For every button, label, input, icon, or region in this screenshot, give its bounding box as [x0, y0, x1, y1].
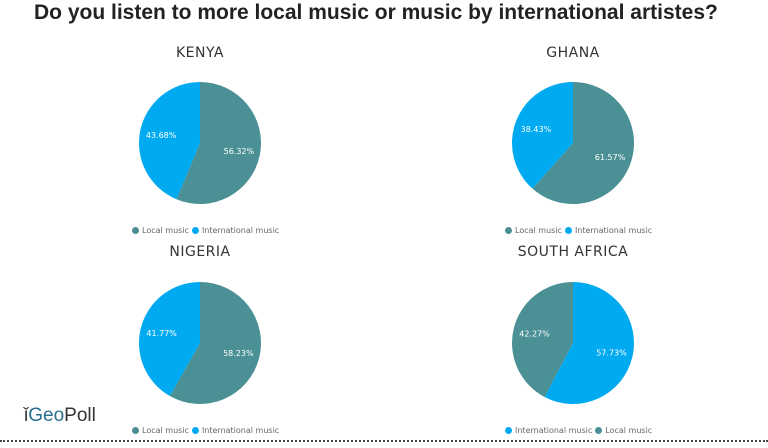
- pie-slice[interactable]: [138, 282, 200, 397]
- page-title: Do you listen to more local music or mus…: [34, 1, 718, 24]
- dotted-divider: [0, 440, 768, 442]
- legend-label: International music: [201, 226, 280, 235]
- pie-slice[interactable]: [511, 82, 573, 189]
- legend: Local music International music: [132, 426, 279, 435]
- pie-slice[interactable]: [169, 282, 261, 404]
- chart-title: KENYA: [175, 45, 225, 61]
- geopoll-logo: ǐGeoPoll: [24, 405, 96, 426]
- pie-slice[interactable]: [544, 282, 634, 405]
- data-label: 56.32%: [224, 147, 255, 156]
- legend: Local music International music: [132, 226, 279, 235]
- logo-antenna-icon: ǐ: [24, 405, 29, 426]
- legend-marker: [564, 227, 572, 234]
- data-label: 57.73%: [596, 349, 627, 358]
- legend-label: Local music: [142, 226, 189, 235]
- legend-marker: [191, 227, 199, 234]
- legend-marker: [191, 427, 199, 434]
- data-label: 42.27%: [519, 329, 550, 338]
- pie-slice[interactable]: [512, 282, 573, 397]
- chart-title: SOUTH AFRICA: [517, 244, 629, 260]
- legend-marker: [505, 227, 512, 234]
- legend-label: Local music: [515, 226, 562, 235]
- legend: International music Local music: [505, 426, 652, 435]
- legend-label: International music: [574, 226, 653, 235]
- legend-marker: [132, 427, 139, 434]
- legend-label: Local music: [142, 426, 189, 435]
- pie-slice[interactable]: [176, 81, 262, 205]
- pie-slice[interactable]: [139, 81, 200, 200]
- data-label: 41.77%: [146, 329, 177, 338]
- legend-label: Local music: [605, 426, 653, 435]
- chart-title: NIGERIA: [169, 244, 231, 260]
- pie-slice[interactable]: [532, 82, 634, 205]
- data-label: 43.68%: [146, 131, 177, 140]
- legend: Local music International music: [505, 226, 652, 235]
- data-label: 38.43%: [521, 125, 552, 134]
- legend-label: International music: [201, 426, 280, 435]
- legend-label: International music: [515, 426, 593, 435]
- data-label: 58.23%: [223, 349, 254, 358]
- data-label: 61.57%: [595, 153, 626, 162]
- legend-marker: [505, 427, 512, 434]
- legend-marker: [595, 427, 603, 434]
- legend-marker: [132, 227, 139, 234]
- chart-title: GHANA: [546, 45, 600, 61]
